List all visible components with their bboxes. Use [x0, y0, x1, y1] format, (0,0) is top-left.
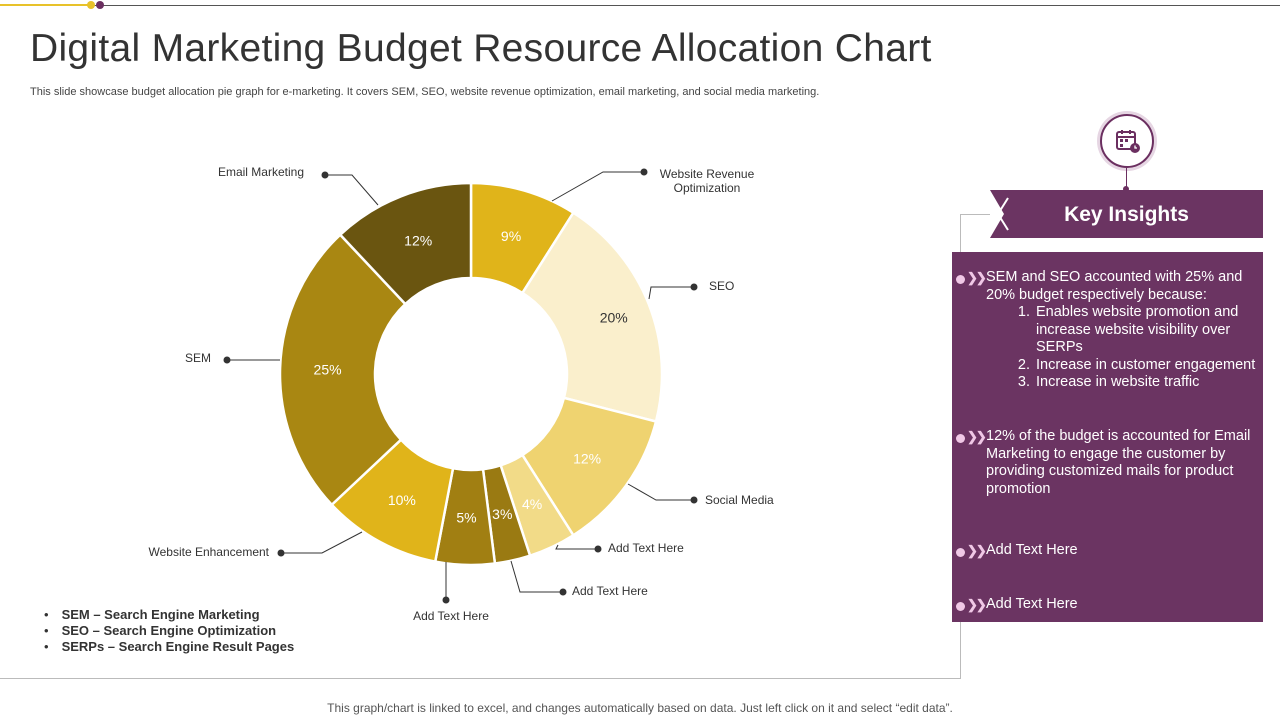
abbreviation-item: SERPs – Search Engine Result Pages	[44, 639, 295, 655]
double-chevron-icon: ❯❯	[967, 597, 987, 612]
slice-category-label: SEM	[185, 351, 211, 365]
abbreviation-item: SEO – Search Engine Optimization	[44, 623, 294, 639]
key-insights-title: Key Insights	[1064, 203, 1189, 226]
top-rule	[0, 5, 1280, 6]
pie-slice[interactable]	[520, 211, 664, 424]
connector-dot	[1123, 186, 1129, 192]
bullet-dot-icon	[956, 602, 965, 611]
insight-sublist: Enables website promotion and increase w…	[986, 304, 1258, 392]
slice-category-label: Add Text Here	[608, 541, 684, 555]
slice-category-label: Social Media	[705, 493, 774, 507]
double-chevron-icon: ❯❯	[967, 270, 987, 285]
key-insights-panel: ❯❯ SEM and SEO accounted with 25% and 20…	[952, 252, 1263, 622]
slice-value-label: 4%	[522, 496, 542, 512]
slice-category-label: Website Revenue Optimization	[660, 167, 755, 195]
leader-dot	[277, 549, 285, 557]
insight-text: 12% of the budget is accounted for Email…	[986, 428, 1251, 497]
connector-line	[1126, 168, 1127, 188]
double-chevron-icon: ❯❯	[967, 543, 987, 558]
leader-line	[551, 171, 644, 202]
insight-subitem: Increase in customer engagement	[1034, 357, 1258, 375]
pie-slice[interactable]	[278, 232, 408, 507]
insight-text: Add Text Here	[986, 542, 1078, 558]
insight-subitem: Increase in website traffic	[1034, 374, 1258, 392]
leader-line	[648, 286, 694, 300]
slice-category-label: SEO	[709, 279, 734, 293]
accent-dot-purple	[96, 1, 104, 9]
footer-note: This graph/chart is linked to excel, and…	[327, 701, 953, 715]
key-insights-header: Key Insights	[990, 190, 1263, 238]
insights-icon-badge	[1100, 114, 1154, 168]
leader-dot	[690, 283, 698, 291]
frame-line	[960, 214, 990, 215]
calendar-clock-icon	[1116, 130, 1140, 153]
slice-value-label: 3%	[492, 506, 512, 522]
abbreviation-list: SEM – Search Engine Marketing SEO – Sear…	[44, 607, 295, 655]
slice-category-label: Website Enhancement	[148, 545, 269, 559]
bullet-dot-icon	[956, 275, 965, 284]
top-rule-accent	[0, 4, 92, 6]
slice-category-label: Email Marketing	[218, 165, 304, 179]
slice-value-label: 20%	[600, 309, 628, 325]
slice-value-label: 12%	[404, 233, 432, 249]
leader-dot	[223, 356, 231, 364]
donut-chart[interactable]: 9% 20% 12% 4% 3% 5% 10% 25% 12% Website Revenue O…	[0, 0, 960, 680]
slice-value-label: 10%	[388, 492, 416, 508]
slice-value-label: 25%	[314, 361, 342, 377]
double-chevron-icon: ❯❯	[967, 429, 987, 444]
leader-line	[510, 560, 563, 593]
slice-value-label: 9%	[501, 228, 521, 244]
slice-category-label: Add Text Here	[413, 609, 489, 623]
slice-value-label: 12%	[573, 450, 601, 466]
insight-text: Add Text Here	[986, 596, 1078, 612]
abbreviation-item: SEM – Search Engine Marketing	[44, 607, 294, 623]
pie-slice[interactable]	[338, 181, 473, 306]
leader-line	[325, 174, 379, 206]
slice-value-label: 5%	[456, 509, 476, 525]
leader-dot	[321, 171, 329, 179]
insight-subitem: Enables website promotion and increase w…	[1034, 304, 1258, 357]
slice-category-label: Add Text Here	[572, 584, 648, 598]
leader-line	[555, 544, 598, 550]
leader-dot	[442, 596, 450, 604]
page-title: Digital Marketing Budget Resource Alloca…	[30, 27, 932, 70]
accent-dot-yellow	[87, 1, 95, 9]
leader-dot	[640, 168, 648, 176]
leader-dot	[690, 496, 698, 504]
leader-dot	[594, 545, 602, 553]
bullet-dot-icon	[956, 548, 965, 557]
chevron-left-icon	[996, 197, 1009, 231]
page-subtitle: This slide showcase budget allocation pi…	[30, 86, 820, 98]
bullet-dot-icon	[956, 434, 965, 443]
insight-text: SEM and SEO accounted with 25% and 20% b…	[986, 269, 1243, 303]
leader-dot	[559, 588, 567, 596]
leader-line	[281, 531, 363, 554]
leader-line	[627, 483, 694, 501]
frame-line	[0, 678, 961, 679]
